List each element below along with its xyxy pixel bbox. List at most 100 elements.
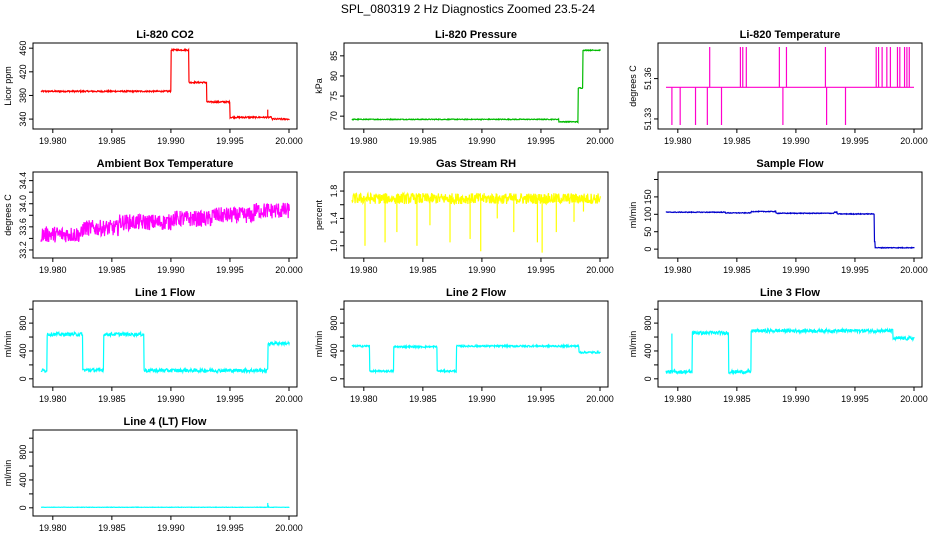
x-tick-label: 19.990	[468, 265, 496, 275]
y-tick-label: 800	[18, 445, 28, 460]
y-tick-label: 1.8	[329, 185, 339, 198]
x-tick-label: 19.980	[39, 136, 67, 146]
x-tick-label: 19.980	[39, 265, 67, 275]
plot-frame	[343, 300, 609, 388]
chart-title: Line 4 (LT) Flow	[124, 416, 207, 428]
x-tick-label: 19.980	[350, 265, 378, 275]
chart-panel-9: Line 3 Flow ml/min 0 400 800 19.980 19.985 19.9…	[628, 287, 928, 404]
chart-panel-6: Sample Flow ml/min 0 50 100 150 19.980 19.985 19…	[628, 158, 928, 275]
chart-title: Line 1 Flow	[135, 287, 195, 299]
x-tick-label: 19.990	[782, 265, 810, 275]
x-tick-label: 19.985	[723, 136, 751, 146]
y-tick-label: 380	[18, 88, 28, 103]
x-tick-label: 19.980	[350, 394, 378, 404]
y-axis-label: degrees C	[628, 65, 638, 107]
y-tick-label: 800	[18, 316, 28, 331]
x-tick-label: 19.995	[216, 136, 244, 146]
chart-title: Line 2 Flow	[446, 287, 506, 299]
y-tick-label: 100	[643, 207, 653, 222]
y-axis-label: degrees C	[3, 194, 13, 236]
chart-panel-8: Line 2 Flow ml/min 0 400 800 19.980 19.985 19.9…	[314, 287, 614, 404]
data-series-line	[351, 48, 601, 125]
chart-panel-7: Line 1 Flow ml/min 0 400 800 19.980 19.985 19.9…	[3, 287, 303, 404]
x-tick-label: 19.990	[157, 265, 185, 275]
y-tick-label: 460	[18, 41, 28, 56]
chart-panel-1: Li-820 CO2 Licor ppm 340 380 420 460 19.980 19.…	[3, 29, 303, 146]
y-tick-label: 85	[329, 51, 339, 61]
y-tick-label: 0	[329, 376, 339, 381]
y-axis-label: kPa	[314, 78, 324, 94]
y-tick-label: 33.2	[18, 241, 28, 259]
data-series-line	[40, 47, 290, 122]
figure-title: SPL_080319 2 Hz Diagnostics Zoomed 23.5-…	[341, 2, 595, 16]
data-series-line	[351, 191, 601, 206]
x-tick-label: 19.995	[527, 394, 555, 404]
x-tick-label: 20.000	[275, 394, 303, 404]
plot-frame	[657, 171, 923, 259]
plot-frame	[32, 171, 298, 259]
y-axis-label: ml/min	[3, 331, 13, 358]
y-tick-label: 0	[643, 247, 653, 252]
x-tick-label: 19.980	[39, 523, 67, 533]
x-tick-label: 19.995	[841, 265, 869, 275]
y-tick-label: 80	[329, 71, 339, 81]
y-tick-label: 0	[643, 376, 653, 381]
chart-title: Li-820 CO2	[136, 29, 193, 41]
y-tick-label: 800	[643, 316, 653, 331]
plot-frame	[343, 171, 609, 259]
chart-panel-2: Li-820 Pressure kPa 70 75 80 85 19.980 19.985 19…	[314, 29, 614, 146]
y-tick-label: 70	[329, 111, 339, 121]
y-axis-label: ml/min	[314, 331, 324, 358]
plot-frame	[32, 429, 298, 517]
x-tick-label: 19.995	[841, 136, 869, 146]
x-tick-label: 19.985	[98, 136, 126, 146]
plot-frame	[32, 300, 298, 388]
y-tick-label: 1.0	[329, 240, 339, 253]
plot-frame	[343, 42, 609, 130]
y-tick-label: 1.4	[329, 212, 339, 225]
x-tick-label: 19.985	[98, 394, 126, 404]
x-tick-label: 19.995	[216, 394, 244, 404]
y-tick-label: 51.33	[643, 108, 653, 131]
x-tick-label: 20.000	[586, 394, 614, 404]
y-tick-label: 800	[329, 316, 339, 331]
chart-panel-4: Ambient Box Temperature degrees C 33.2 33.6…	[3, 158, 303, 275]
data-series-line	[351, 342, 601, 375]
y-tick-label: 400	[643, 343, 653, 358]
chart-title: Sample Flow	[756, 158, 824, 170]
y-axis-label: ml/min	[628, 331, 638, 358]
x-tick-label: 20.000	[586, 265, 614, 275]
x-tick-label: 19.995	[527, 265, 555, 275]
x-tick-label: 20.000	[275, 523, 303, 533]
data-series-line	[665, 209, 915, 250]
x-tick-label: 19.985	[98, 523, 126, 533]
x-tick-label: 19.980	[664, 265, 692, 275]
x-tick-label: 20.000	[900, 394, 928, 404]
x-tick-label: 19.990	[157, 394, 185, 404]
y-axis-label: ml/min	[3, 460, 13, 487]
x-tick-label: 19.990	[782, 136, 810, 146]
chart-title: Li-820 Temperature	[740, 29, 841, 41]
y-tick-label: 34.4	[18, 172, 28, 190]
data-series-line	[40, 330, 290, 375]
y-tick-label: 75	[329, 91, 339, 101]
y-tick-label: 0	[18, 376, 28, 381]
x-tick-label: 19.995	[216, 523, 244, 533]
x-tick-label: 19.990	[157, 523, 185, 533]
y-tick-label: 150	[643, 189, 653, 204]
plot-frame	[32, 42, 298, 130]
x-tick-label: 20.000	[275, 136, 303, 146]
chart-title: Li-820 Pressure	[435, 29, 517, 41]
x-tick-label: 19.990	[782, 394, 810, 404]
x-tick-label: 19.985	[723, 265, 751, 275]
x-tick-label: 19.995	[527, 136, 555, 146]
x-tick-label: 19.985	[409, 265, 437, 275]
y-tick-label: 420	[18, 64, 28, 79]
x-tick-label: 20.000	[275, 265, 303, 275]
x-tick-label: 20.000	[900, 136, 928, 146]
x-tick-label: 19.980	[350, 136, 378, 146]
x-tick-label: 19.990	[157, 136, 185, 146]
x-tick-label: 19.985	[98, 265, 126, 275]
chart-panel-3: Li-820 Temperature degrees C 51.33 51.36 19.…	[628, 29, 928, 146]
